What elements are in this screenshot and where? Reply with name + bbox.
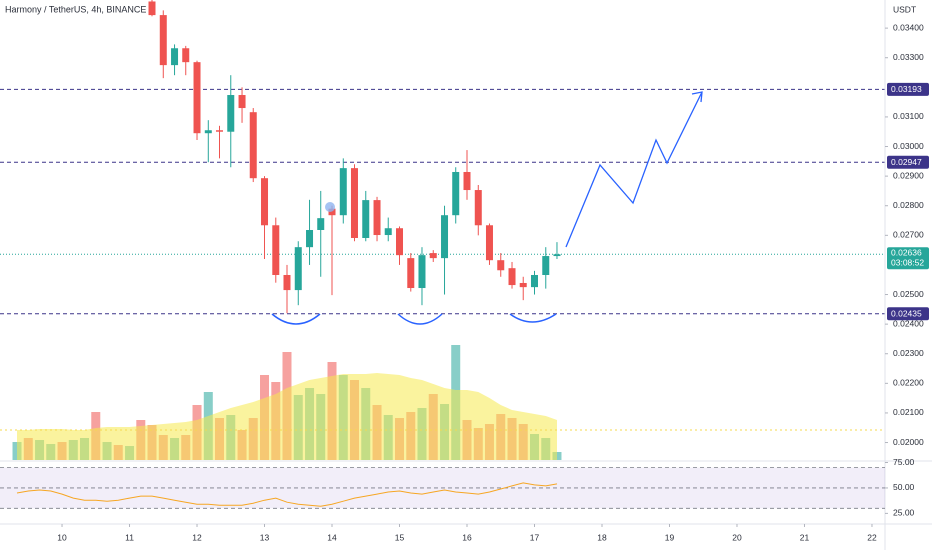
rsi-tick-label: 75.00: [893, 457, 915, 467]
x-tick-label: 10: [57, 532, 67, 542]
candle-body: [283, 274, 291, 291]
candle-body: [171, 48, 179, 66]
y-tick-label: 0.02000: [893, 437, 924, 447]
candle-body: [328, 208, 336, 216]
candle-body: [148, 1, 156, 16]
x-tick-label: 13: [260, 532, 270, 542]
x-tick-label: 16: [462, 532, 472, 542]
y-tick-label: 0.02800: [893, 200, 924, 210]
marker-dot: [325, 202, 335, 212]
candle-body: [485, 225, 493, 261]
candle-body: [396, 228, 404, 256]
bottom-arc: [509, 313, 557, 323]
level-label-box: [887, 307, 929, 321]
candle-body: [362, 200, 370, 238]
y-tick-label: 0.03300: [893, 52, 924, 62]
last-price-label: 0.02636: [891, 248, 922, 258]
candle-body: [350, 168, 358, 238]
rsi-tick-label: 50.00: [893, 482, 915, 492]
x-tick-label: 12: [192, 532, 202, 542]
rsi-layer: [0, 467, 885, 509]
x-tick-label: 14: [327, 532, 337, 542]
level-label: 0.02435: [891, 309, 922, 319]
x-tick-label: 17: [530, 532, 540, 542]
currency-label: USDT: [893, 4, 916, 14]
candle-body: [193, 62, 201, 134]
candle-body: [204, 130, 212, 134]
candle-body: [441, 215, 449, 259]
candle-body: [530, 274, 538, 288]
candle-body: [306, 230, 314, 248]
last-price-box: [887, 247, 929, 270]
candle-body: [508, 268, 516, 286]
candle-body: [373, 200, 381, 236]
projection-arrowhead: [691, 91, 703, 103]
y-tick-label: 0.02400: [893, 318, 924, 328]
y-tick-label: 0.03000: [893, 141, 924, 151]
x-tick-label: 18: [597, 532, 607, 542]
candle-body: [463, 171, 471, 191]
rsi-tick-label: 25.00: [893, 508, 915, 518]
candle-body: [182, 48, 190, 63]
y-tick-label: 0.02100: [893, 407, 924, 417]
level-label-box: [887, 155, 929, 169]
candle-body: [553, 254, 561, 257]
candle-body: [542, 256, 550, 275]
y-tick-label: 0.02500: [893, 289, 924, 299]
candle-body: [227, 95, 235, 132]
projection-path: [565, 91, 703, 248]
x-tick-label: 22: [867, 532, 877, 542]
volume-layer: [12, 345, 562, 460]
candle-body: [339, 168, 347, 216]
candle-body: [384, 228, 392, 236]
y-tick-label: 0.02200: [893, 378, 924, 388]
bottom-arc: [397, 313, 443, 325]
candle-body: [261, 178, 269, 226]
level-label-box: [887, 82, 929, 96]
candle-body: [452, 171, 460, 216]
candle-body: [497, 260, 505, 271]
candle-body: [519, 282, 527, 288]
level-label: 0.02947: [891, 157, 922, 167]
candle-body: [238, 95, 246, 109]
y-tick-label: 0.02300: [893, 348, 924, 358]
y-tick-label: 0.03400: [893, 22, 924, 32]
candle-body: [418, 255, 426, 289]
candle-body: [159, 15, 167, 66]
candle-body: [249, 112, 257, 179]
y-tick-label: 0.03100: [893, 111, 924, 121]
price-layer: [0, 0, 885, 315]
axis-layer: 0.03193 0.02947 0.02435 0.03400 0.03300 0.031…: [57, 22, 929, 542]
chart-title: Harmony / TetherUS, 4h, BINANCE: [5, 4, 146, 14]
candle-body: [317, 218, 325, 230]
candle-body: [407, 258, 415, 289]
candle-body: [294, 247, 302, 291]
candle-body: [215, 130, 223, 132]
x-tick-label: 19: [665, 532, 675, 542]
y-tick-label: 0.02700: [893, 230, 924, 240]
candle-body: [474, 190, 482, 226]
level-label: 0.03193: [891, 84, 922, 94]
x-tick-label: 21: [800, 532, 810, 542]
x-tick-label: 11: [125, 532, 134, 542]
x-tick-label: 15: [395, 532, 405, 542]
bottom-arc: [271, 313, 321, 325]
volume-ma-area: [17, 373, 557, 460]
candle-body: [272, 225, 280, 275]
countdown-label: 03:08:52: [891, 258, 924, 268]
candle-body: [429, 253, 437, 259]
x-tick-label: 20: [732, 532, 742, 542]
rsi-line: [16, 482, 558, 507]
y-tick-label: 0.02900: [893, 170, 924, 180]
